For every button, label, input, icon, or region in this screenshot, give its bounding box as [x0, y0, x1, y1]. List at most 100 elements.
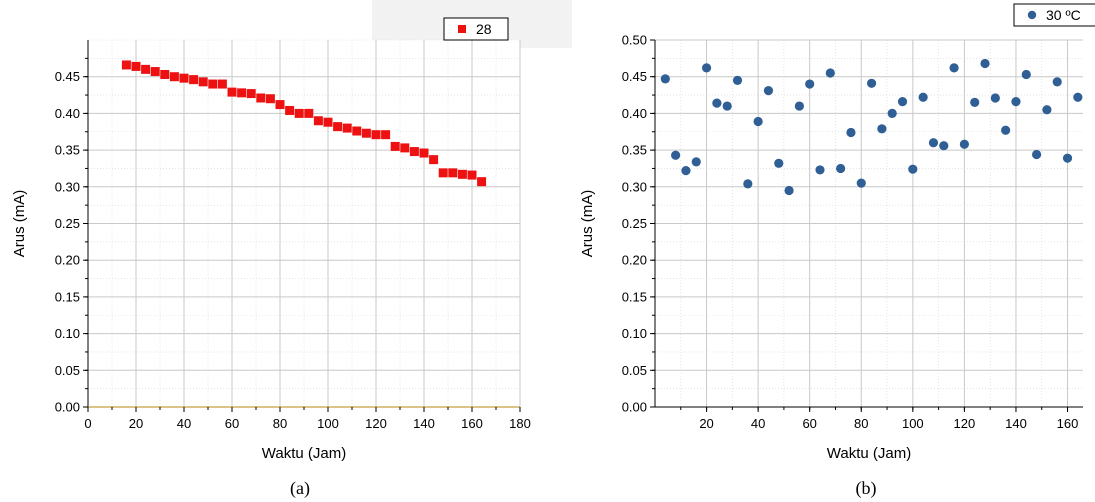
- x-tick-label: 180: [509, 416, 531, 431]
- data-point: [877, 124, 887, 134]
- data-point: [342, 123, 352, 133]
- y-tick-label: 0.20: [55, 253, 80, 268]
- x-tick-label: 100: [902, 416, 924, 431]
- data-point: [467, 170, 477, 180]
- data-point: [265, 94, 275, 104]
- data-point: [275, 100, 285, 110]
- x-tick-label: 0: [84, 416, 91, 431]
- data-point: [409, 147, 419, 157]
- data-point: [949, 63, 959, 73]
- y-axis-title: Arus (mA): [11, 190, 28, 258]
- legend-marker: [458, 25, 466, 33]
- data-point: [313, 116, 323, 126]
- x-tick-label: 20: [129, 416, 143, 431]
- y-axis-title: Arus (mA): [579, 190, 596, 258]
- y-tick-label: 0.30: [55, 179, 80, 194]
- data-point: [825, 68, 835, 78]
- data-point: [381, 130, 391, 140]
- data-point: [371, 130, 381, 140]
- data-point: [150, 67, 160, 77]
- data-point: [227, 87, 237, 97]
- legend: 30 ºC: [1013, 3, 1095, 27]
- data-point: [753, 116, 763, 127]
- data-point: [980, 58, 990, 69]
- y-tick-label: 0.05: [622, 363, 647, 378]
- y-tick-label: 0.45: [622, 69, 647, 84]
- data-point: [805, 79, 815, 89]
- panel-caption: (a): [290, 478, 310, 499]
- x-tick-label: 40: [751, 416, 765, 431]
- y-tick-label: 0.25: [55, 216, 80, 231]
- data-point: [1001, 125, 1011, 135]
- y-tick-label: 0.15: [55, 289, 80, 304]
- data-point: [712, 98, 722, 108]
- data-point: [660, 74, 670, 84]
- x-tick-label: 140: [1005, 416, 1027, 431]
- data-point: [918, 92, 928, 102]
- y-tick-label: 0.35: [55, 143, 80, 158]
- data-point: [939, 141, 949, 151]
- y-tick-label: 0.40: [55, 106, 80, 121]
- data-point: [928, 138, 939, 148]
- data-point: [681, 166, 691, 176]
- x-tick-label: 40: [177, 416, 191, 431]
- data-point: [1031, 149, 1042, 160]
- chart-panel-a: 0 20 40 60 80 100 120 140 160 180 0.00 0.05 0.10 0.15…: [11, 17, 531, 499]
- data-point: [959, 139, 969, 149]
- x-axis-title: Waktu (Jam): [262, 445, 346, 462]
- y-tick-label: 0.00: [622, 400, 647, 415]
- data-point: [743, 179, 753, 189]
- data-point: [131, 61, 141, 71]
- data-point: [722, 101, 732, 111]
- x-tick-label: 80: [854, 416, 868, 431]
- x-tick-label: 60: [225, 416, 239, 431]
- legend-marker: [1027, 10, 1037, 20]
- data-point: [237, 88, 247, 98]
- y-tick-label: 0.35: [622, 143, 647, 158]
- data-point: [856, 178, 866, 188]
- data-point: [352, 126, 362, 136]
- legend-box: [1013, 3, 1095, 27]
- chart-panel-b: 20 40 60 80 100 120 140 160 0.00 0.05 0.10 0.15 0.20…: [579, 3, 1095, 499]
- y-tick-label: 0.20: [622, 253, 647, 268]
- data-point: [691, 157, 701, 167]
- data-point: [160, 69, 170, 79]
- data-point: [908, 164, 918, 174]
- legend-label: 30 ºC: [1046, 7, 1081, 23]
- x-tick-label: 120: [954, 416, 976, 431]
- y-tick-label: 0.30: [622, 179, 647, 194]
- x-tick-label: 140: [413, 416, 435, 431]
- data-point: [1052, 77, 1062, 87]
- y-tick-label: 0.10: [55, 326, 80, 341]
- x-tick-label: 160: [461, 416, 483, 431]
- data-point: [169, 72, 179, 82]
- data-point: [246, 89, 256, 99]
- data-point: [477, 177, 487, 187]
- data-point: [794, 101, 804, 111]
- data-point: [774, 158, 784, 168]
- data-point: [457, 169, 467, 179]
- data-point: [361, 128, 371, 138]
- data-point: [323, 117, 333, 127]
- data-point: [990, 93, 1000, 103]
- data-point: [256, 93, 266, 103]
- legend-box: [443, 17, 509, 41]
- data-point: [419, 148, 429, 158]
- data-point: [438, 168, 448, 178]
- data-point: [400, 143, 410, 153]
- y-tick-label: 0.50: [622, 33, 647, 48]
- panel-caption: (b): [856, 478, 877, 499]
- data-point: [448, 168, 458, 178]
- data-point: [285, 105, 295, 115]
- y-tick-label: 0.15: [622, 289, 647, 304]
- data-point: [1011, 97, 1021, 107]
- data-point: [784, 185, 794, 196]
- data-point: [836, 163, 846, 174]
- y-tick-label: 0.45: [55, 69, 80, 84]
- data-point: [294, 108, 304, 118]
- data-point: [732, 75, 743, 85]
- data-point: [304, 108, 314, 118]
- y-tick-label: 0.40: [622, 106, 647, 121]
- x-tick-label: 20: [699, 416, 713, 431]
